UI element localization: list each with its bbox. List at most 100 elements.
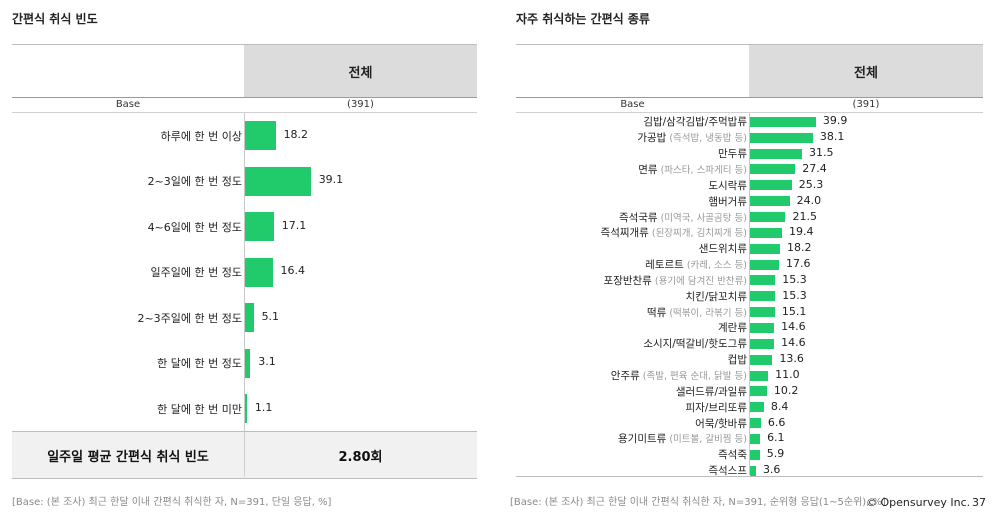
right-category-main: 어묵/핫바류 — [695, 417, 747, 430]
left-axis-line — [244, 113, 245, 431]
right-category-main: 만두류 — [718, 148, 747, 161]
right-value-label: 17.6 — [786, 257, 811, 271]
right-value-label: 19.4 — [789, 225, 814, 239]
right-category-sub: (즉석밥, 냉동밥 등) — [666, 133, 747, 145]
left-bar — [245, 212, 274, 242]
left-category-label: 일주일에 한 번 정도 — [150, 266, 242, 280]
right-category-main: 가공밥 — [637, 132, 667, 145]
left-bar — [245, 348, 251, 378]
right-bar — [750, 291, 776, 302]
right-column-header: 전체 — [749, 45, 983, 97]
left-bar — [245, 303, 254, 333]
left-average-value: 2.80회 — [338, 450, 383, 465]
right-category-main: 즉석스프 — [708, 465, 747, 478]
right-category-label: 햄버거류 — [516, 194, 747, 209]
right-value-label: 3.6 — [762, 463, 781, 477]
left-category-label: 4~6일에 한 번 정도 — [147, 220, 242, 234]
right-bar — [750, 212, 786, 223]
page-number: 37 — [972, 496, 986, 509]
left-footnote: [Base: (본 조사) 최근 한달 이내 간편식 취식한 자, N=391,… — [12, 497, 332, 508]
right-bar — [750, 180, 792, 191]
right-value-label: 21.5 — [792, 209, 817, 223]
left-bar — [245, 257, 273, 287]
copyright: © Opensurvey Inc. — [866, 496, 971, 509]
right-bar — [750, 164, 796, 175]
right-category-label: 치킨/닭꼬치류 — [516, 289, 748, 304]
right-category-label: 샐러드류/과일류 — [516, 384, 747, 399]
left-category-label: 2~3일에 한 번 정도 — [147, 175, 242, 189]
right-value-label: 25.3 — [798, 177, 824, 191]
right-bar — [750, 196, 790, 207]
right-bar — [750, 307, 775, 318]
right-value-label: 39.9 — [822, 114, 848, 128]
right-category-label: 김밥/삼각김밥/주먹밥류 — [516, 114, 747, 129]
right-value-label: 14.6 — [781, 336, 806, 350]
right-category-sub: (족발, 편육 순대, 닭발 등) — [639, 371, 747, 383]
right-base-top-line — [516, 97, 983, 98]
right-value-label: 24.0 — [796, 193, 822, 207]
right-category-main: 김밥/삼각김밥/주먹밥류 — [643, 116, 747, 129]
right-category-label: 피자/브리또류 — [516, 400, 748, 415]
right-category-main: 도시락류 — [708, 179, 747, 192]
right-category-label: 가공밥 (즉석밥, 냉동밥 등) — [516, 130, 747, 145]
right-bar — [750, 132, 813, 143]
right-category-main: 즉석찌개류 — [600, 227, 649, 240]
left-bar — [245, 166, 311, 196]
left-value-label: 18.2 — [283, 127, 309, 141]
right-category-label: 즉석죽 — [516, 447, 747, 462]
left-table-top-line — [12, 44, 477, 45]
right-bar — [750, 275, 776, 286]
right-category-label: 샌드위치류 — [516, 241, 747, 256]
left-base-bottom-line — [12, 112, 477, 113]
right-bar — [750, 227, 782, 238]
right-category-main: 레토르트 — [645, 259, 684, 272]
right-axis-line — [749, 113, 750, 475]
left-panel-title: 간편식 취식 빈도 — [12, 12, 98, 26]
right-value-label: 10.2 — [773, 383, 799, 397]
right-category-sub: (미역국, 사골곰탕 등) — [657, 212, 747, 224]
right-category-label: 컵밥 — [516, 352, 747, 367]
right-category-sub: (된장찌개, 김치찌개 등) — [648, 228, 747, 240]
right-bar — [750, 259, 780, 270]
right-category-label: 즉석찌개류 (된장찌개, 김치찌개 등) — [516, 225, 747, 240]
right-bar — [750, 402, 764, 413]
left-base-count: (391) — [347, 99, 374, 110]
right-category-main: 소시지/떡갈비/핫도그류 — [643, 338, 747, 351]
left-value-label: 1.1 — [254, 400, 273, 414]
right-bar — [750, 370, 769, 381]
right-value-label: 13.6 — [779, 352, 804, 366]
right-bar — [750, 433, 761, 444]
right-bar — [750, 338, 775, 349]
right-category-main: 즉석죽 — [718, 449, 747, 462]
right-value-label: 8.4 — [770, 399, 789, 413]
right-base-count: (391) — [852, 99, 880, 110]
right-category-main: 치킨/닭꼬치류 — [685, 290, 748, 303]
right-category-sub: (파스타, 스파게티 등) — [657, 164, 747, 176]
right-base-bottom-line — [516, 112, 983, 113]
right-category-main: 즉석국류 — [618, 211, 658, 224]
left-category-label: 한 달에 한 번 미만 — [157, 402, 242, 416]
right-value-label: 6.6 — [767, 415, 786, 429]
right-value-label: 27.4 — [802, 161, 827, 175]
right-value-label: 38.1 — [819, 130, 845, 144]
right-footnote: [Base: (본 조사) 최근 한달 이내 간편식 취식한 자, N=391,… — [510, 497, 886, 508]
right-bar — [750, 386, 767, 397]
right-value-label: 18.2 — [787, 241, 812, 255]
right-category-label: 용기미트류 (미트볼, 갈비찜 등) — [516, 431, 747, 446]
right-category-label: 만두류 — [516, 146, 747, 161]
right-value-label: 15.3 — [782, 272, 807, 286]
right-bar — [750, 116, 816, 127]
right-bar — [750, 354, 773, 365]
right-category-label: 어묵/핫바류 — [516, 416, 747, 431]
right-category-main: 용기미트류 — [618, 433, 667, 446]
right-category-main: 햄버거류 — [708, 195, 747, 208]
left-value-label: 17.1 — [281, 218, 307, 232]
left-bar — [245, 121, 276, 151]
left-category-label: 2~3주일에 한 번 정도 — [137, 311, 242, 325]
right-category-sub: (떡볶이, 라볶기 등) — [666, 307, 747, 319]
right-category-sub: (용기에 담겨진 반찬류) — [651, 275, 747, 287]
right-category-label: 레토르트 (카레, 소스 등) — [516, 257, 747, 272]
right-category-label: 면류 (파스타, 스파게티 등) — [516, 162, 747, 177]
right-category-label: 즉석스프 — [516, 463, 747, 478]
left-average-divider — [244, 432, 245, 477]
